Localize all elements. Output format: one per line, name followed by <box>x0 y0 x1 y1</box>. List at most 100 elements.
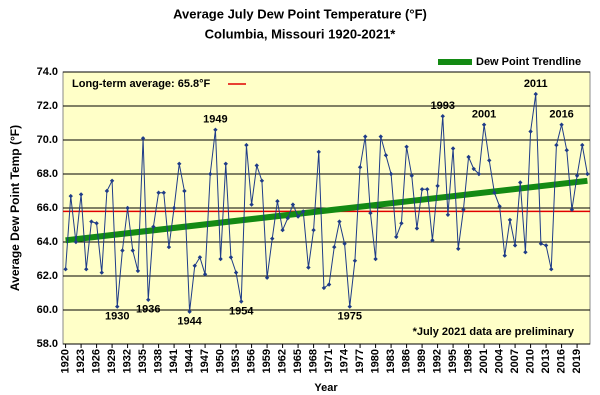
data-point <box>270 236 275 241</box>
data-point <box>492 190 497 195</box>
y-tick-label: 72.0 <box>37 100 58 112</box>
data-point <box>104 188 110 194</box>
data-point <box>306 265 311 270</box>
x-tick-label: 1968 <box>307 349 319 373</box>
data-point <box>197 255 203 260</box>
chart-subtitle: Columbia, Missouri 1920-2021* <box>205 26 397 41</box>
x-tick-label: 1929 <box>106 349 118 373</box>
data-point <box>285 216 290 221</box>
trendline <box>65 177 588 244</box>
data-point <box>466 154 471 160</box>
y-tick-label: 62.0 <box>37 270 58 282</box>
x-tick-label: 2016 <box>555 349 567 373</box>
data-point <box>518 180 523 185</box>
data-point <box>512 243 518 248</box>
x-tick-label: 1926 <box>90 349 102 373</box>
data-point <box>202 272 208 277</box>
chart-title: Average July Dew Point Temperature (°F) <box>173 6 427 21</box>
data-point <box>363 134 368 139</box>
data-point <box>290 202 296 207</box>
data-point <box>233 270 239 275</box>
data-point <box>326 282 332 287</box>
annotation: 2016 <box>549 109 573 121</box>
annotation: 1954 <box>229 305 254 317</box>
data-point <box>332 244 337 250</box>
data-point <box>182 188 187 194</box>
x-tick-label: 1959 <box>261 349 273 373</box>
x-tick-label: 1941 <box>168 349 180 373</box>
x-tick-label: 1932 <box>121 349 133 373</box>
x-tick-label: 1998 <box>462 349 474 373</box>
data-point <box>244 142 249 148</box>
data-point <box>99 270 104 275</box>
annotation: 1975 <box>338 311 362 323</box>
x-tick-label: 1974 <box>338 348 350 373</box>
annotation: 1993 <box>431 100 455 112</box>
data-point <box>574 173 580 178</box>
data-point <box>218 256 223 262</box>
data-line <box>65 94 588 312</box>
annotation: 1949 <box>203 114 227 126</box>
x-tick-label: 1989 <box>416 349 428 373</box>
data-point <box>321 285 327 291</box>
x-tick-label: 1977 <box>354 349 366 373</box>
x-tick-label: 1971 <box>323 349 335 373</box>
y-tick-label: 70.0 <box>37 134 58 146</box>
data-point <box>368 210 373 216</box>
data-point <box>275 199 280 204</box>
data-point <box>404 144 409 149</box>
data-point <box>264 275 270 280</box>
data-point <box>523 250 528 255</box>
data-point <box>192 263 197 268</box>
data-point <box>135 268 141 274</box>
y-tick-label: 68.0 <box>37 168 58 180</box>
data-point <box>425 187 430 192</box>
annotation: 1944 <box>177 316 202 328</box>
data-point <box>497 204 502 209</box>
data-point <box>435 183 440 189</box>
x-tick-label: 1980 <box>369 349 381 373</box>
data-point <box>461 207 466 212</box>
data-point <box>166 244 172 250</box>
x-tick-label: 1944 <box>183 348 195 373</box>
data-point <box>378 134 383 139</box>
data-point <box>564 148 569 153</box>
data-point <box>445 212 451 217</box>
y-axis-label: Average Dew Point Temp (°F) <box>8 125 22 291</box>
x-tick-label: 1962 <box>276 349 288 373</box>
x-tick-label: 1983 <box>385 349 397 373</box>
data-point <box>316 149 321 155</box>
data-point <box>481 122 487 127</box>
data-point <box>120 248 125 253</box>
data-point <box>585 171 590 177</box>
x-tick-label: 1935 <box>137 349 149 373</box>
y-tick-label: 66.0 <box>37 202 58 214</box>
data-point <box>280 227 285 233</box>
x-tick-label: 1986 <box>400 349 412 373</box>
x-tick-label: 1938 <box>152 349 164 373</box>
annotation: 1930 <box>105 311 129 323</box>
data-point <box>450 146 456 151</box>
data-point <box>569 207 575 212</box>
data-point <box>373 256 378 262</box>
data-point <box>337 219 342 224</box>
data-point <box>171 205 177 211</box>
data-point <box>342 241 347 246</box>
data-point <box>554 142 559 148</box>
data-point <box>177 161 182 166</box>
data-point <box>549 267 554 272</box>
data-point <box>68 193 73 199</box>
y-tick-label: 60.0 <box>37 304 58 316</box>
x-tick-label: 1965 <box>292 349 304 373</box>
data-point <box>533 91 538 97</box>
data-point <box>213 127 218 132</box>
data-point <box>347 304 352 309</box>
data-point <box>156 190 161 195</box>
data-point <box>487 158 492 163</box>
x-tick-label: 2019 <box>571 349 583 373</box>
data-point <box>538 241 544 246</box>
data-point <box>259 178 265 183</box>
x-tick-label: 1995 <box>447 349 459 373</box>
x-tick-label: 2010 <box>524 349 536 373</box>
x-tick-label: 2001 <box>478 349 490 373</box>
